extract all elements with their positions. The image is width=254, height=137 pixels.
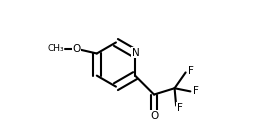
Text: F: F — [193, 86, 199, 96]
Text: O: O — [72, 44, 81, 54]
Text: F: F — [188, 66, 194, 76]
Text: N: N — [132, 48, 140, 58]
Text: O: O — [150, 111, 158, 121]
Text: F: F — [177, 103, 183, 113]
Text: CH₃: CH₃ — [47, 44, 64, 53]
